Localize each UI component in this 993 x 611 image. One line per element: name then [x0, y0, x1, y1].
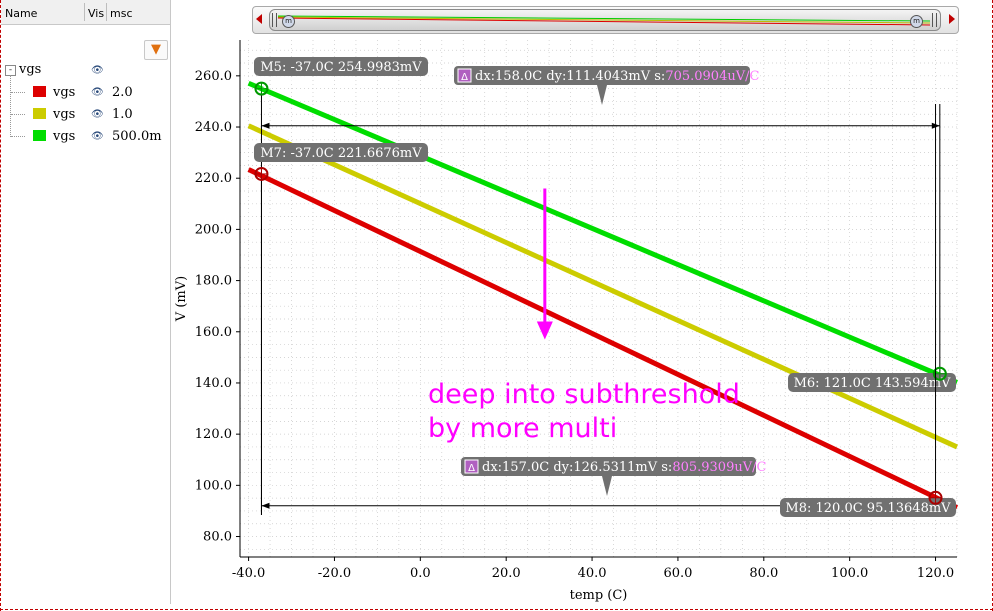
signal-msc: 1.0 — [112, 107, 133, 122]
x-tick-label: 20.0 — [492, 566, 521, 581]
x-tick-label: -40.0 — [232, 566, 265, 581]
signal-name: vgs — [53, 85, 76, 100]
color-swatch — [33, 86, 46, 97]
signal-msc: 500.0m — [112, 129, 162, 144]
annotation-arrow-head — [536, 321, 553, 340]
legend-panel: Name Vis msc ▼ - vgs 👁 vgs 2.0 👁 vgs 1.0 … — [1, 0, 171, 604]
delta-callout-pointer — [597, 85, 607, 105]
marker-label-box — [254, 143, 428, 162]
y-tick-label: 240.0 — [195, 120, 232, 135]
y-tick-label: 220.0 — [195, 171, 232, 186]
eye-icon[interactable]: 👁 — [91, 131, 104, 142]
eye-icon[interactable]: 👁 — [91, 109, 104, 120]
delta-icon — [464, 459, 479, 474]
color-swatch — [33, 130, 46, 141]
x-tick-label: 60.0 — [663, 566, 692, 581]
markers: M5: -37.0C 254.9983mV M6: 121.0C 143.594m… — [254, 57, 956, 517]
scroll-thumb[interactable]: m m — [269, 9, 941, 31]
delta-callout-box — [461, 457, 756, 476]
overview-scrollbar[interactable]: m m — [252, 6, 959, 34]
delta-callout-box — [454, 66, 750, 85]
x-tick-label: 80.0 — [749, 566, 778, 581]
marker-label-box — [780, 498, 956, 517]
y-tick-label: 120.0 — [195, 427, 232, 442]
series — [247, 80, 959, 510]
marker-leader — [261, 160, 315, 175]
delta-symbol: Δ — [468, 463, 475, 474]
tree-root-label: vgs — [19, 62, 42, 77]
delta-readout: dx:158.0C dy:111.4043mV s:705.0904uV/C — [475, 69, 759, 84]
x-tick-label: 100.0 — [831, 566, 868, 581]
y-axis-label: V (mV) — [174, 276, 189, 322]
marker-leader — [261, 74, 315, 90]
eye-icon[interactable]: 👁 — [91, 87, 104, 98]
delta-icon — [457, 68, 472, 83]
x-tick-label: 0.0 — [410, 566, 431, 581]
color-swatch — [33, 108, 46, 119]
marker-label: M6: 121.0C 143.594mV — [794, 376, 951, 391]
scroll-end-knob-icon[interactable]: m — [910, 15, 923, 28]
column-vis-header[interactable]: Vis — [88, 7, 105, 20]
annotation-line-2: by more multi — [428, 413, 618, 444]
delta-symbol: Δ — [461, 72, 468, 83]
marker-label: M5: -37.0C 254.9983mV — [260, 60, 422, 75]
signal-name: vgs — [53, 107, 76, 122]
series-line-2 — [247, 80, 958, 385]
filter-icon[interactable]: ▼ — [144, 40, 168, 60]
x-tick-label: 120.0 — [917, 566, 954, 581]
series-line-1 — [247, 123, 959, 450]
scroll-right-icon[interactable] — [949, 14, 955, 24]
y-tick-label: 160.0 — [195, 325, 232, 340]
signal-name: vgs — [53, 129, 76, 144]
column-msc-header[interactable]: msc — [110, 7, 133, 20]
x-axis-label: temp (C) — [570, 588, 628, 603]
y-tick-label: 180.0 — [195, 274, 232, 289]
delta-callout-pointer — [602, 476, 612, 496]
scroll-left-icon[interactable] — [256, 14, 262, 24]
y-tick-label: 100.0 — [195, 478, 232, 493]
y-tick-label: 80.0 — [203, 530, 232, 545]
marker-label-box — [788, 373, 956, 392]
scroll-start-knob-icon[interactable]: m — [282, 15, 295, 28]
annotation-arrow — [536, 188, 553, 340]
eye-icon[interactable]: 👁 — [91, 65, 104, 76]
axes — [239, 40, 957, 558]
y-tick-label: 260.0 — [195, 69, 232, 84]
annotation-line-1: deep into subthreshold — [428, 379, 740, 410]
delta-arrow-left — [261, 122, 270, 129]
column-name-header[interactable]: Name — [5, 7, 38, 20]
signal-msc: 2.0 — [112, 85, 133, 100]
marker-label: M8: 120.0C 95.13648mV — [785, 501, 951, 516]
x-tick-label: -20.0 — [318, 566, 351, 581]
ticks: -40.0 -20.0 0.0 20.0 40.0 60.0 80.0 100.0 120.0 8… — [195, 69, 954, 581]
delta-readout: dx:157.0C dy:126.5311mV s:805.9309uV/C — [482, 460, 766, 475]
marker-label-box — [254, 57, 428, 76]
y-tick-label: 140.0 — [195, 376, 232, 391]
annotation-text: deep into subthreshold by more multi — [428, 378, 740, 446]
y-tick-label: 200.0 — [195, 222, 232, 237]
delta-arrow-left — [261, 502, 270, 509]
panel-header: Name Vis msc — [1, 0, 170, 25]
x-tick-label: 40.0 — [578, 566, 607, 581]
grid — [240, 40, 958, 557]
marker-label: M7: -37.0C 221.6676mV — [260, 146, 422, 161]
series-line-0 — [247, 167, 959, 510]
